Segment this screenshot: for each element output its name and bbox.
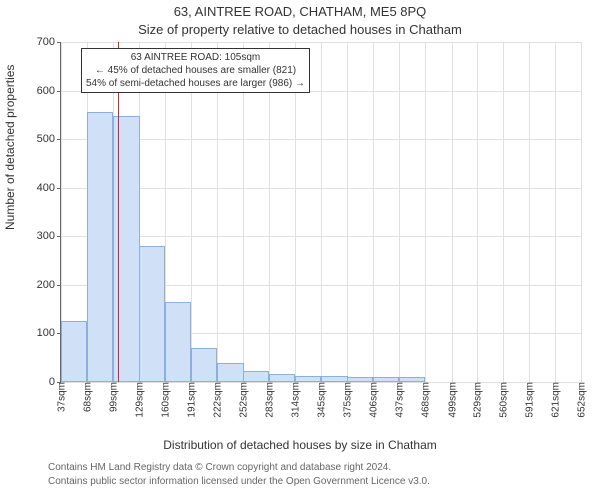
histogram-bar	[61, 321, 87, 382]
histogram-bar	[87, 112, 113, 382]
gridline-v	[191, 42, 192, 382]
gridline-v	[425, 42, 426, 382]
x-tick-label: 99sqm	[107, 382, 120, 412]
gridline-v	[295, 42, 296, 382]
histogram-bar	[243, 371, 269, 382]
gridline-v	[477, 42, 478, 382]
footer-line-1: Contains HM Land Registry data © Crown c…	[48, 462, 391, 473]
x-tick-label: 222sqm	[211, 382, 224, 418]
histogram-bar	[217, 363, 243, 382]
histogram-bar	[321, 376, 347, 382]
x-tick-label: 529sqm	[471, 382, 484, 418]
x-tick-label: 406sqm	[367, 382, 380, 418]
y-tick-label: 600	[37, 85, 61, 97]
gridline-v	[269, 42, 270, 382]
gridline-v	[243, 42, 244, 382]
histogram-bar	[269, 374, 295, 382]
subtitle: Size of property relative to detached ho…	[0, 22, 600, 37]
histogram-bar	[347, 377, 373, 382]
x-tick-label: 191sqm	[185, 382, 198, 418]
y-tick-label: 300	[37, 230, 61, 242]
x-tick-label: 68sqm	[81, 382, 94, 412]
gridline-v	[217, 42, 218, 382]
y-tick-label: 100	[37, 327, 61, 339]
x-tick-label: 345sqm	[315, 382, 328, 418]
marker-line	[118, 42, 119, 382]
histogram-bar	[399, 377, 425, 382]
annotation-line: 63 AINTREE ROAD: 105sqm	[86, 51, 305, 64]
histogram-bar	[373, 377, 399, 382]
annotation-box: 63 AINTREE ROAD: 105sqm← 45% of detached…	[81, 48, 310, 93]
x-tick-label: 283sqm	[263, 382, 276, 418]
x-tick-label: 621sqm	[548, 382, 561, 418]
gridline-v	[581, 42, 582, 382]
footer-line-2: Contains public sector information licen…	[48, 476, 430, 487]
page-title: 63, AINTREE ROAD, CHATHAM, ME5 8PQ	[0, 4, 600, 19]
x-tick-label: 160sqm	[159, 382, 172, 418]
gridline-v	[399, 42, 400, 382]
x-tick-label: 252sqm	[236, 382, 249, 418]
x-tick-label: 37sqm	[55, 382, 68, 412]
x-tick-label: 375sqm	[340, 382, 353, 418]
histogram-bar	[191, 348, 217, 382]
histogram-bar	[165, 302, 191, 382]
x-tick-label: 129sqm	[132, 382, 145, 418]
x-tick-label: 499sqm	[445, 382, 458, 418]
annotation-line: 54% of semi-detached houses are larger (…	[86, 77, 305, 90]
histogram-bar	[113, 116, 139, 382]
x-tick-label: 437sqm	[393, 382, 406, 418]
gridline-v	[503, 42, 504, 382]
plot-area: 010020030040050060070037sqm68sqm99sqm129…	[60, 42, 581, 383]
gridline-v	[373, 42, 374, 382]
x-tick-label: 468sqm	[419, 382, 432, 418]
x-axis-label: Distribution of detached houses by size …	[0, 438, 600, 452]
gridline-v	[452, 42, 453, 382]
gridline-v	[555, 42, 556, 382]
figure: 63, AINTREE ROAD, CHATHAM, ME5 8PQ Size …	[0, 0, 600, 500]
y-tick-label: 400	[37, 182, 61, 194]
gridline-v	[347, 42, 348, 382]
x-tick-label: 591sqm	[523, 382, 536, 418]
histogram-bar	[295, 376, 321, 382]
x-tick-label: 314sqm	[289, 382, 302, 418]
y-tick-label: 200	[37, 279, 61, 291]
annotation-line: ← 45% of detached houses are smaller (82…	[86, 64, 305, 77]
y-axis-label: Number of detached properties	[3, 65, 17, 230]
gridline-v	[529, 42, 530, 382]
x-tick-label: 560sqm	[497, 382, 510, 418]
x-tick-label: 652sqm	[575, 382, 588, 418]
gridline-v	[321, 42, 322, 382]
y-tick-label: 700	[37, 36, 61, 48]
histogram-bar	[139, 246, 165, 382]
y-tick-label: 500	[37, 133, 61, 145]
